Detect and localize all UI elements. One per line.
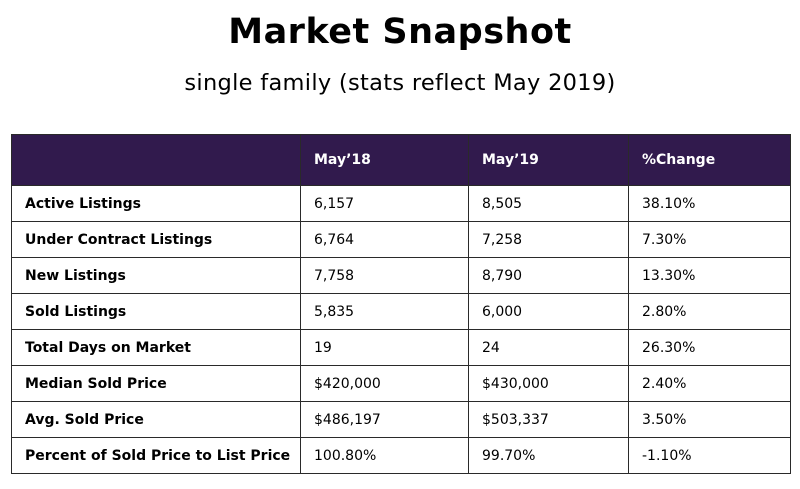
- cell-may18: 100.80%: [300, 437, 469, 474]
- row-label: Avg. Sold Price: [11, 401, 301, 438]
- header-change: %Change: [628, 134, 791, 186]
- header-may18: May’18: [300, 134, 469, 186]
- table-row: New Listings 7,758 8,790 13.30%: [11, 257, 791, 294]
- table-row: Active Listings 6,157 8,505 38.10%: [11, 185, 791, 222]
- row-label: Total Days on Market: [11, 329, 301, 366]
- table-row: Under Contract Listings 6,764 7,258 7.30…: [11, 221, 791, 258]
- row-label: Median Sold Price: [11, 365, 301, 402]
- table-row: Percent of Sold Price to List Price 100.…: [11, 437, 791, 474]
- cell-may19: 8,790: [468, 257, 629, 294]
- cell-change: 13.30%: [628, 257, 791, 294]
- cell-may19: 8,505: [468, 185, 629, 222]
- cell-may18: 7,758: [300, 257, 469, 294]
- market-snapshot-table: May’18 May’19 %Change Active Listings 6,…: [11, 134, 791, 474]
- row-label: Active Listings: [11, 185, 301, 222]
- table-row: Avg. Sold Price $486,197 $503,337 3.50%: [11, 401, 791, 438]
- cell-may19: 24: [468, 329, 629, 366]
- cell-may18: $486,197: [300, 401, 469, 438]
- cell-change: -1.10%: [628, 437, 791, 474]
- cell-may18: $420,000: [300, 365, 469, 402]
- page-subtitle: single family (stats reflect May 2019): [184, 70, 616, 96]
- cell-change: 2.80%: [628, 293, 791, 330]
- cell-change: 3.50%: [628, 401, 791, 438]
- cell-may18: 6,764: [300, 221, 469, 258]
- table-row: Median Sold Price $420,000 $430,000 2.40…: [11, 365, 791, 402]
- header-metric: [11, 134, 301, 186]
- table-row: Sold Listings 5,835 6,000 2.80%: [11, 293, 791, 330]
- cell-change: 38.10%: [628, 185, 791, 222]
- cell-change: 26.30%: [628, 329, 791, 366]
- cell-may18: 6,157: [300, 185, 469, 222]
- cell-may19: 99.70%: [468, 437, 629, 474]
- header-may19: May’19: [468, 134, 629, 186]
- cell-may19: 6,000: [468, 293, 629, 330]
- cell-may18: 5,835: [300, 293, 469, 330]
- row-label: Percent of Sold Price to List Price: [11, 437, 301, 474]
- row-label: New Listings: [11, 257, 301, 294]
- row-label: Sold Listings: [11, 293, 301, 330]
- page-title: Market Snapshot: [228, 12, 572, 52]
- cell-change: 7.30%: [628, 221, 791, 258]
- cell-may18: 19: [300, 329, 469, 366]
- cell-may19: $503,337: [468, 401, 629, 438]
- cell-may19: $430,000: [468, 365, 629, 402]
- table-header-row: May’18 May’19 %Change: [11, 134, 791, 186]
- row-label: Under Contract Listings: [11, 221, 301, 258]
- cell-change: 2.40%: [628, 365, 791, 402]
- cell-may19: 7,258: [468, 221, 629, 258]
- table-row: Total Days on Market 19 24 26.30%: [11, 329, 791, 366]
